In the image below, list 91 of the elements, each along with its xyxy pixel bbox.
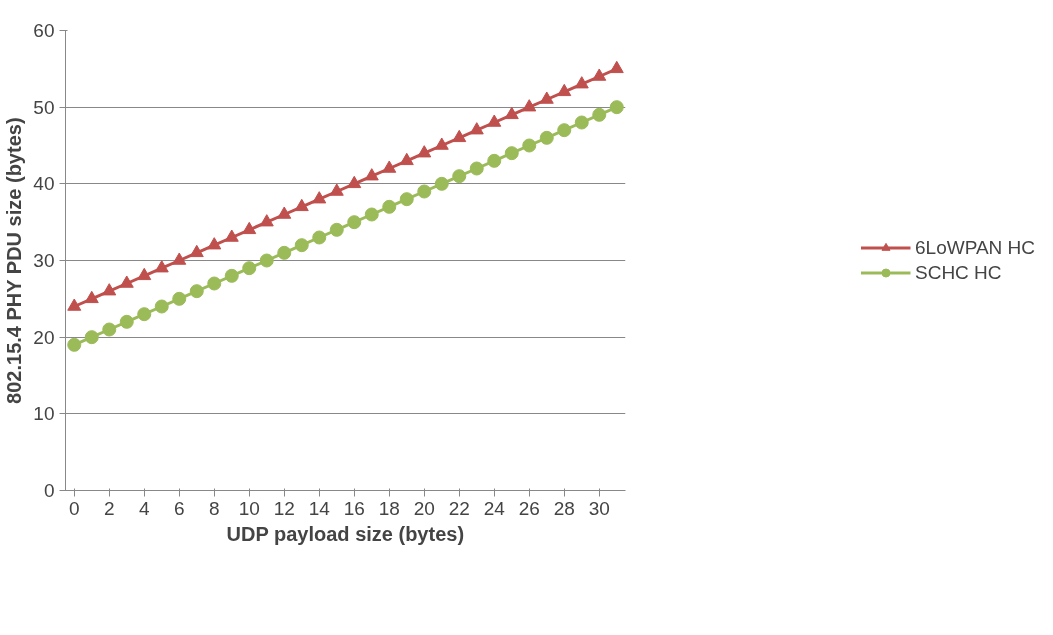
point xyxy=(364,168,379,181)
point xyxy=(242,221,257,235)
point xyxy=(137,307,152,322)
point xyxy=(557,83,572,97)
point xyxy=(294,198,309,212)
point xyxy=(242,261,257,276)
point xyxy=(224,229,239,242)
point xyxy=(67,337,82,352)
point xyxy=(469,161,484,176)
point xyxy=(434,137,449,150)
x-tick-label: 10 xyxy=(238,497,260,519)
point xyxy=(172,252,187,265)
x-tick-label: 12 xyxy=(273,497,295,519)
x-tick-label: 0 xyxy=(68,497,80,519)
point xyxy=(102,322,117,337)
point xyxy=(84,290,99,304)
point xyxy=(364,207,379,222)
y-tick-label: 20 xyxy=(33,326,55,348)
y-tick-label: 10 xyxy=(33,403,55,425)
point xyxy=(522,99,537,112)
point xyxy=(539,130,554,145)
x-tick-label: 22 xyxy=(448,497,470,519)
y-axis-title: 802.15.4 PHY PDU size (bytes) xyxy=(3,117,26,404)
point xyxy=(469,122,484,135)
point xyxy=(504,106,519,120)
x-tick-label: 28 xyxy=(553,497,575,519)
point xyxy=(312,230,327,245)
x-tick-label: 18 xyxy=(378,497,400,519)
point xyxy=(347,215,362,230)
point xyxy=(119,314,134,329)
point xyxy=(67,298,82,311)
point xyxy=(207,276,222,291)
x-tick-label: 6 xyxy=(173,497,185,519)
legend-label: 6LoWPAN HC xyxy=(915,236,1036,259)
x-tick-label: 26 xyxy=(518,497,540,519)
point xyxy=(417,184,432,199)
x-tick-label: 14 xyxy=(308,497,331,519)
x-tick-label: 4 xyxy=(138,497,150,519)
point xyxy=(382,160,397,173)
point xyxy=(119,275,134,288)
point xyxy=(154,260,169,273)
point xyxy=(434,176,449,191)
x-tick-label: 8 xyxy=(208,497,220,519)
y-tick-label: 50 xyxy=(33,96,55,118)
point xyxy=(102,283,117,296)
point xyxy=(277,206,292,219)
point xyxy=(399,152,414,166)
point xyxy=(609,60,624,74)
point xyxy=(172,291,187,306)
point xyxy=(539,91,554,104)
point xyxy=(452,129,467,143)
point xyxy=(574,76,589,89)
point xyxy=(382,199,397,214)
point xyxy=(592,68,607,81)
point xyxy=(347,175,362,189)
point xyxy=(259,253,274,268)
point xyxy=(557,123,572,138)
point xyxy=(294,238,309,253)
point xyxy=(277,245,292,260)
point xyxy=(259,214,274,227)
point xyxy=(487,114,502,127)
point xyxy=(522,138,537,153)
point xyxy=(189,244,204,258)
legend-label: SCHC HC xyxy=(915,261,1003,284)
y-tick-label: 30 xyxy=(33,250,55,271)
point xyxy=(504,146,519,161)
x-tick-label: 2 xyxy=(103,497,115,519)
point xyxy=(312,191,327,204)
point xyxy=(189,284,204,299)
point xyxy=(137,267,152,281)
y-tick-label: 0 xyxy=(43,480,55,501)
point xyxy=(154,299,169,314)
point xyxy=(574,115,589,130)
point xyxy=(224,268,239,283)
point xyxy=(609,100,624,115)
x-tick-label: 16 xyxy=(343,497,365,519)
x-axis-title: UDP payload size (bytes) xyxy=(226,522,465,545)
y-tick-label: 40 xyxy=(33,173,55,195)
point xyxy=(84,330,99,345)
point xyxy=(592,107,607,122)
x-tick-label: 30 xyxy=(588,497,610,519)
point xyxy=(329,183,344,196)
point xyxy=(207,237,222,250)
point xyxy=(487,153,502,168)
x-tick-label: 24 xyxy=(483,497,506,519)
point xyxy=(329,222,344,237)
point xyxy=(452,169,467,184)
point xyxy=(417,145,432,158)
y-tick-label: 60 xyxy=(33,20,55,41)
point xyxy=(399,192,414,207)
x-tick-label: 20 xyxy=(413,497,435,519)
